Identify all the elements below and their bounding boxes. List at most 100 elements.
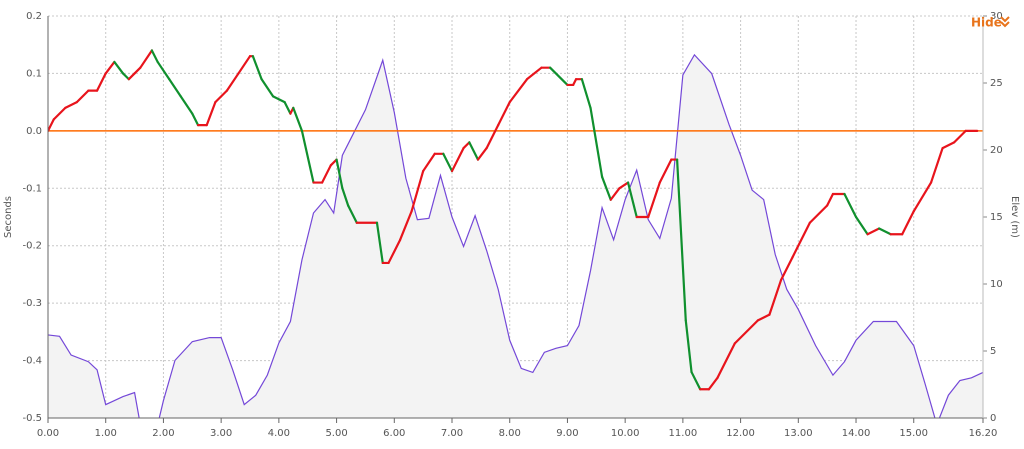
gap-segment xyxy=(508,78,529,104)
y-tick-label: -0.4 xyxy=(22,356,42,367)
x-tick-label: 1.00 xyxy=(95,428,117,439)
gap-segment xyxy=(462,141,471,150)
gap-segment xyxy=(139,49,153,69)
gap-segment xyxy=(468,141,480,161)
y-tick-label: -0.3 xyxy=(22,298,42,309)
gap-segment xyxy=(485,124,500,150)
y-tick-label: 0.1 xyxy=(26,68,42,79)
gap-segment xyxy=(271,95,286,104)
gap-segment xyxy=(422,152,436,173)
gap-segment xyxy=(676,158,687,322)
x-tick-label: 4.00 xyxy=(268,428,290,439)
y-tick-label: 0.2 xyxy=(26,11,42,22)
gap-segment xyxy=(854,215,869,236)
gap-segment xyxy=(658,158,673,184)
x-tick-label: 14.00 xyxy=(842,428,871,439)
hide-button[interactable]: Hide xyxy=(971,16,1010,30)
y-axis-label: Seconds xyxy=(3,196,14,238)
gap-segment xyxy=(756,313,771,322)
gap-segment xyxy=(716,342,736,379)
gap-segment xyxy=(690,370,702,391)
gap-segment xyxy=(626,181,638,219)
gap-segment xyxy=(684,319,693,374)
x-tick-label: 2.00 xyxy=(152,428,174,439)
gap-segment xyxy=(866,227,881,236)
gap-segment xyxy=(647,181,661,219)
x-tick-label: 13.00 xyxy=(784,428,813,439)
gap-segment xyxy=(941,141,956,150)
gap-segment xyxy=(707,376,719,391)
y2-tick-label: 10 xyxy=(990,279,1003,290)
gap-segment xyxy=(953,129,967,144)
gap-segment xyxy=(525,66,543,81)
y2-tick-label: 30 xyxy=(990,11,1003,22)
y2-tick-label: 15 xyxy=(990,212,1003,223)
x-tick-label: 16.20 xyxy=(969,428,998,439)
gap-segment xyxy=(347,204,358,224)
gap-segment xyxy=(901,210,915,236)
gap-segment xyxy=(779,256,794,282)
gap-segment xyxy=(791,221,811,259)
gap-segment xyxy=(251,55,263,81)
gap-segment xyxy=(225,72,240,92)
y-tick-label: 0.0 xyxy=(26,126,42,137)
gap-segment xyxy=(113,60,125,75)
gap-segment xyxy=(283,101,292,115)
y2-tick-label: 0 xyxy=(990,413,996,424)
gap-segment xyxy=(589,106,604,178)
gap-segment xyxy=(191,112,200,127)
gap-segment xyxy=(398,210,413,242)
hide-chevron[interactable] xyxy=(1000,16,1010,28)
gap-segment xyxy=(292,106,304,132)
x-tick-label: 0.00 xyxy=(37,428,59,439)
gap-segment xyxy=(618,181,630,190)
gap-segment xyxy=(52,106,67,121)
gap-segment xyxy=(121,72,130,81)
gap-segment xyxy=(335,158,344,190)
x-tick-label: 5.00 xyxy=(325,428,347,439)
gap-segment xyxy=(260,78,275,98)
gap-segment xyxy=(808,204,829,224)
gap-segment xyxy=(733,319,760,345)
hide-button-label[interactable]: Hide xyxy=(971,16,1002,30)
gap-segment xyxy=(375,221,384,265)
x-tick-label: 9.00 xyxy=(556,428,578,439)
gap-segment xyxy=(609,187,621,201)
elevation-line xyxy=(48,53,983,418)
gap-segment xyxy=(912,181,933,213)
gap-segment xyxy=(95,72,107,92)
gap-segment xyxy=(580,78,592,109)
y-tick-label: -0.5 xyxy=(22,413,42,424)
gap-segment xyxy=(341,187,350,207)
gap-segment xyxy=(321,164,332,184)
gap-segment xyxy=(450,146,465,173)
gap-segment xyxy=(300,129,315,184)
gap-segment xyxy=(156,60,171,81)
x-tick-label: 7.00 xyxy=(441,428,463,439)
y-tick-label: -0.2 xyxy=(22,241,42,252)
gap-segment xyxy=(549,66,569,87)
gap-segment xyxy=(387,238,402,265)
gap-segment xyxy=(600,175,612,201)
gap-segment xyxy=(843,192,858,219)
gap-segment xyxy=(442,152,454,173)
y2-axis-label: Elev (m) xyxy=(1009,196,1020,238)
gap-segment xyxy=(878,227,892,236)
gap-segment xyxy=(497,101,511,127)
elevation-area xyxy=(48,54,983,418)
gap-segment xyxy=(150,49,159,64)
y-tick-label: -0.1 xyxy=(22,183,42,194)
x-tick-label: 15.00 xyxy=(899,428,928,439)
gap-segment xyxy=(826,192,835,207)
x-tick-label: 10.00 xyxy=(611,428,640,439)
gap-segment xyxy=(104,60,116,75)
y2-tick-label: 20 xyxy=(990,145,1003,156)
gap-segment xyxy=(329,158,338,167)
y2-tick-label: 25 xyxy=(990,78,1003,89)
x-tick-label: 3.00 xyxy=(210,428,232,439)
gap-segment xyxy=(205,101,217,127)
x-tick-label: 12.00 xyxy=(726,428,755,439)
x-tick-label: 8.00 xyxy=(499,428,521,439)
gap-segment xyxy=(127,72,136,81)
